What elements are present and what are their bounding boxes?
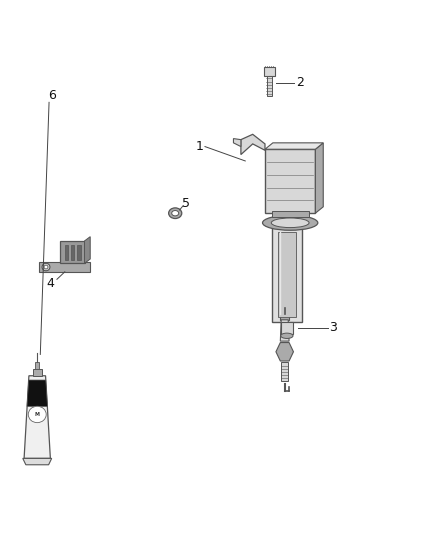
Polygon shape <box>24 376 50 458</box>
Polygon shape <box>265 143 323 149</box>
Ellipse shape <box>42 263 50 271</box>
Text: 4: 4 <box>46 277 54 290</box>
FancyBboxPatch shape <box>65 245 68 260</box>
FancyBboxPatch shape <box>35 362 39 369</box>
Ellipse shape <box>271 218 309 228</box>
Text: M: M <box>35 412 40 417</box>
Text: 6: 6 <box>48 90 56 102</box>
FancyBboxPatch shape <box>278 232 296 317</box>
FancyBboxPatch shape <box>264 67 275 76</box>
FancyBboxPatch shape <box>60 241 85 263</box>
FancyBboxPatch shape <box>39 262 90 272</box>
Ellipse shape <box>28 406 46 423</box>
Ellipse shape <box>44 265 48 269</box>
Text: 1: 1 <box>195 140 203 153</box>
FancyBboxPatch shape <box>272 211 309 217</box>
Text: 3: 3 <box>329 321 337 334</box>
Polygon shape <box>85 237 90 263</box>
Polygon shape <box>23 458 52 465</box>
Text: 2: 2 <box>296 76 304 89</box>
FancyBboxPatch shape <box>281 362 288 381</box>
Ellipse shape <box>169 208 182 219</box>
Text: 5: 5 <box>182 197 190 210</box>
FancyBboxPatch shape <box>265 149 315 213</box>
FancyBboxPatch shape <box>71 245 74 260</box>
Polygon shape <box>315 143 323 213</box>
Polygon shape <box>241 134 265 155</box>
Ellipse shape <box>281 333 293 338</box>
FancyBboxPatch shape <box>33 369 42 376</box>
Polygon shape <box>280 320 289 341</box>
FancyBboxPatch shape <box>267 76 272 96</box>
FancyBboxPatch shape <box>281 322 293 334</box>
Ellipse shape <box>172 211 179 216</box>
Polygon shape <box>27 380 47 407</box>
FancyBboxPatch shape <box>272 227 302 322</box>
FancyBboxPatch shape <box>280 313 289 320</box>
Ellipse shape <box>262 215 318 230</box>
FancyBboxPatch shape <box>77 245 81 260</box>
Polygon shape <box>233 139 241 147</box>
